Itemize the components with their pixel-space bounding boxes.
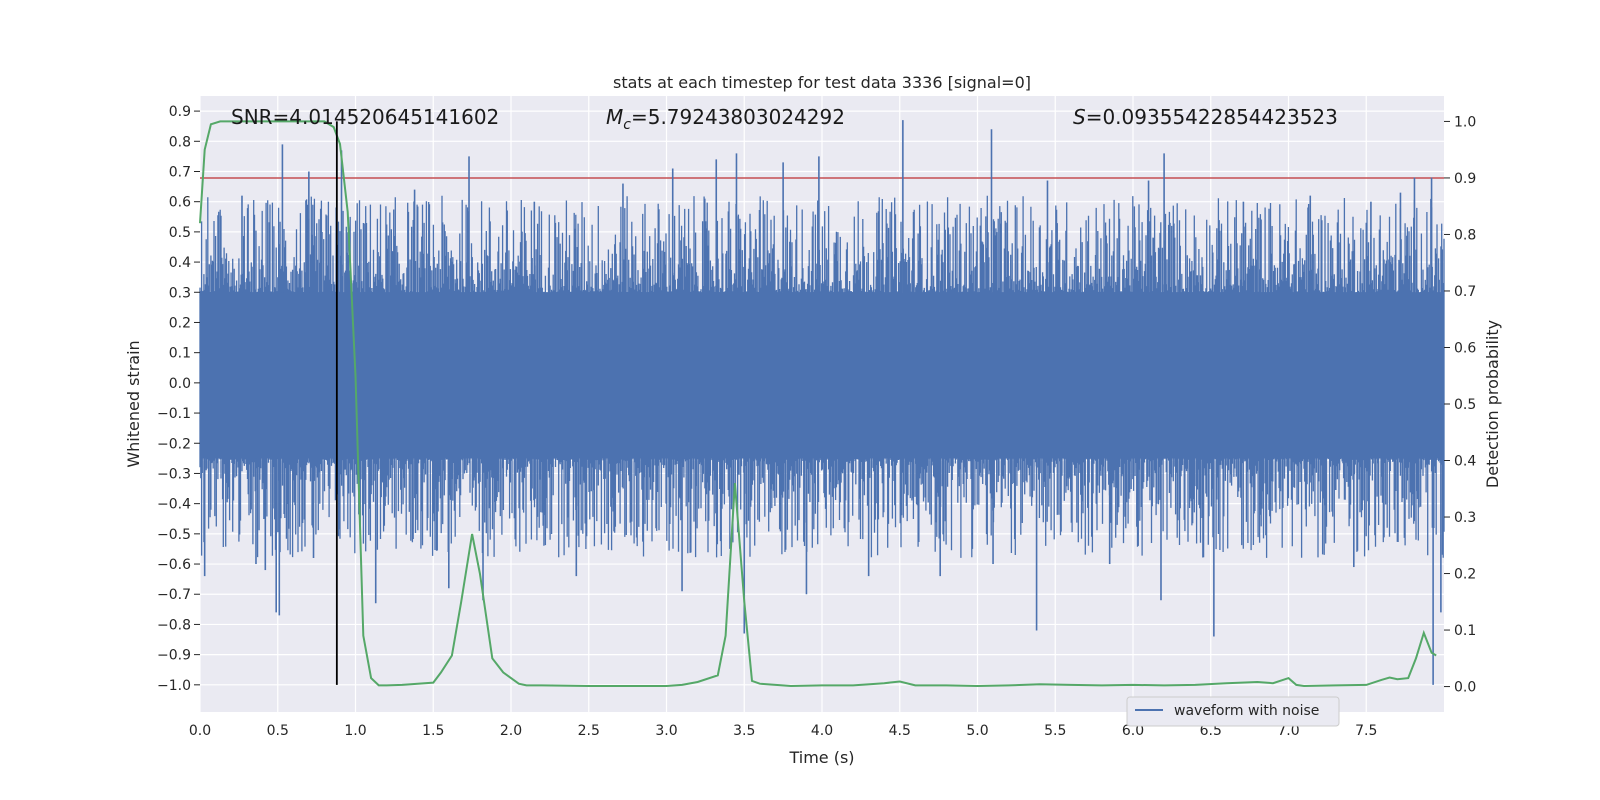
legend-label: waveform with noise [1174, 703, 1319, 719]
x-axis-label: Time (s) [788, 748, 854, 767]
y2-tick-label-8: 0.2 [1454, 567, 1476, 583]
y2-tick-label-6: 0.4 [1454, 454, 1476, 470]
x-tick-label-6: 3.0 [655, 723, 677, 739]
y-tick-label-18: −0.9 [157, 648, 191, 664]
x-tick-labels: 0.0 0.5 1.0 1.5 2.0 2.5 3.0 3.5 4.0 4.5 5.0 5.5 6.0 6… [189, 723, 1378, 739]
y-axis-label: Whitened strain [124, 340, 143, 467]
y2-tick-label-10: 0.0 [1454, 680, 1476, 696]
y-tick-label-4: 0.5 [169, 225, 191, 241]
x-tick-label-8: 4.0 [811, 723, 833, 739]
y-tick-label-17: −0.8 [157, 617, 191, 633]
y-tick-label-0: 0.9 [169, 104, 191, 120]
y-tick-label-1: 0.8 [169, 134, 191, 150]
x-tick-label-11: 5.5 [1044, 723, 1066, 739]
x-tick-label-13: 6.5 [1200, 723, 1222, 739]
legend: waveform with noise [1126, 696, 1340, 727]
x-tick-label-12: 6.0 [1122, 723, 1144, 739]
statistic-symbol: S [1073, 105, 1086, 129]
x-tick-label-2: 1.0 [344, 723, 366, 739]
y2-tick-labels: 1.0 0.9 0.8 0.7 0.6 0.5 0.4 0.3 0.2 0.1 0.0 [1444, 114, 1476, 696]
y2-tick-label-2: 0.8 [1454, 227, 1476, 243]
y-tick-label-11: −0.2 [157, 436, 191, 452]
y-tick-label-5: 0.4 [169, 255, 191, 271]
chirp-mass-value: =5.79243803024292 [631, 105, 845, 129]
x-tick-label-9: 4.5 [889, 723, 911, 739]
y-tick-label-14: −0.5 [157, 527, 191, 543]
x-tick-label-7: 3.5 [733, 723, 755, 739]
y2-tick-label-3: 0.7 [1454, 284, 1476, 300]
y-tick-label-8: 0.1 [169, 346, 191, 362]
snr-annotation: SNR=4.014520645141602 [231, 105, 499, 129]
y2-axis-label: Detection probability [1483, 320, 1502, 488]
x-tick-label-10: 5.0 [966, 723, 988, 739]
y2-tick-label-9: 0.1 [1454, 623, 1476, 639]
y2-tick-label-0: 1.0 [1454, 114, 1476, 130]
y-tick-label-15: −0.6 [157, 557, 191, 573]
chirp-mass-annotation: Mc=5.79243803024292 [606, 105, 845, 133]
y-tick-label-7: 0.2 [169, 315, 191, 331]
waveform-core-band [200, 292, 1444, 459]
y2-tick-label-7: 0.3 [1454, 510, 1476, 526]
legend-box [1126, 696, 1340, 727]
waveform-series [199, 120, 1445, 685]
y-tick-label-16: −0.7 [157, 587, 191, 603]
chirp-mass-symbol: M [606, 105, 623, 129]
y-tick-label-2: 0.7 [169, 164, 191, 180]
x-tick-label-3: 1.5 [422, 723, 444, 739]
x-tick-label-14: 7.0 [1277, 723, 1299, 739]
chart-title: stats at each timestep for test data 333… [613, 73, 1031, 92]
y-tick-label-12: −0.3 [157, 466, 191, 482]
chirp-mass-subscript: c [623, 117, 631, 133]
detection-probability-line [199, 120, 1437, 688]
y2-tick-label-5: 0.5 [1454, 397, 1476, 413]
y-tick-labels: 0.9 0.8 0.7 0.6 0.5 0.4 0.3 0.2 0.1 0.0 −0.1 −0.2 −0… [157, 104, 200, 694]
y-tick-label-9: 0.0 [169, 376, 191, 392]
x-tick-label-4: 2.0 [500, 723, 522, 739]
probability-series [199, 120, 1437, 688]
y-tick-label-3: 0.6 [169, 195, 191, 211]
x-tick-label-0: 0.0 [189, 723, 211, 739]
x-tick-label-1: 0.5 [267, 723, 289, 739]
y-tick-label-10: −0.1 [157, 406, 191, 422]
y-tick-label-6: 0.3 [169, 285, 191, 301]
y2-tick-label-4: 0.6 [1454, 340, 1476, 356]
statistic-annotation: S=0.09355422854423523 [1073, 105, 1338, 129]
x-tick-label-15: 7.5 [1355, 723, 1377, 739]
statistic-value: =0.09355422854423523 [1086, 105, 1338, 129]
y2-tick-label-1: 0.9 [1454, 171, 1476, 187]
x-tick-label-5: 2.5 [578, 723, 600, 739]
y-tick-label-19: −1.0 [157, 678, 191, 694]
y-tick-label-13: −0.4 [157, 497, 191, 513]
